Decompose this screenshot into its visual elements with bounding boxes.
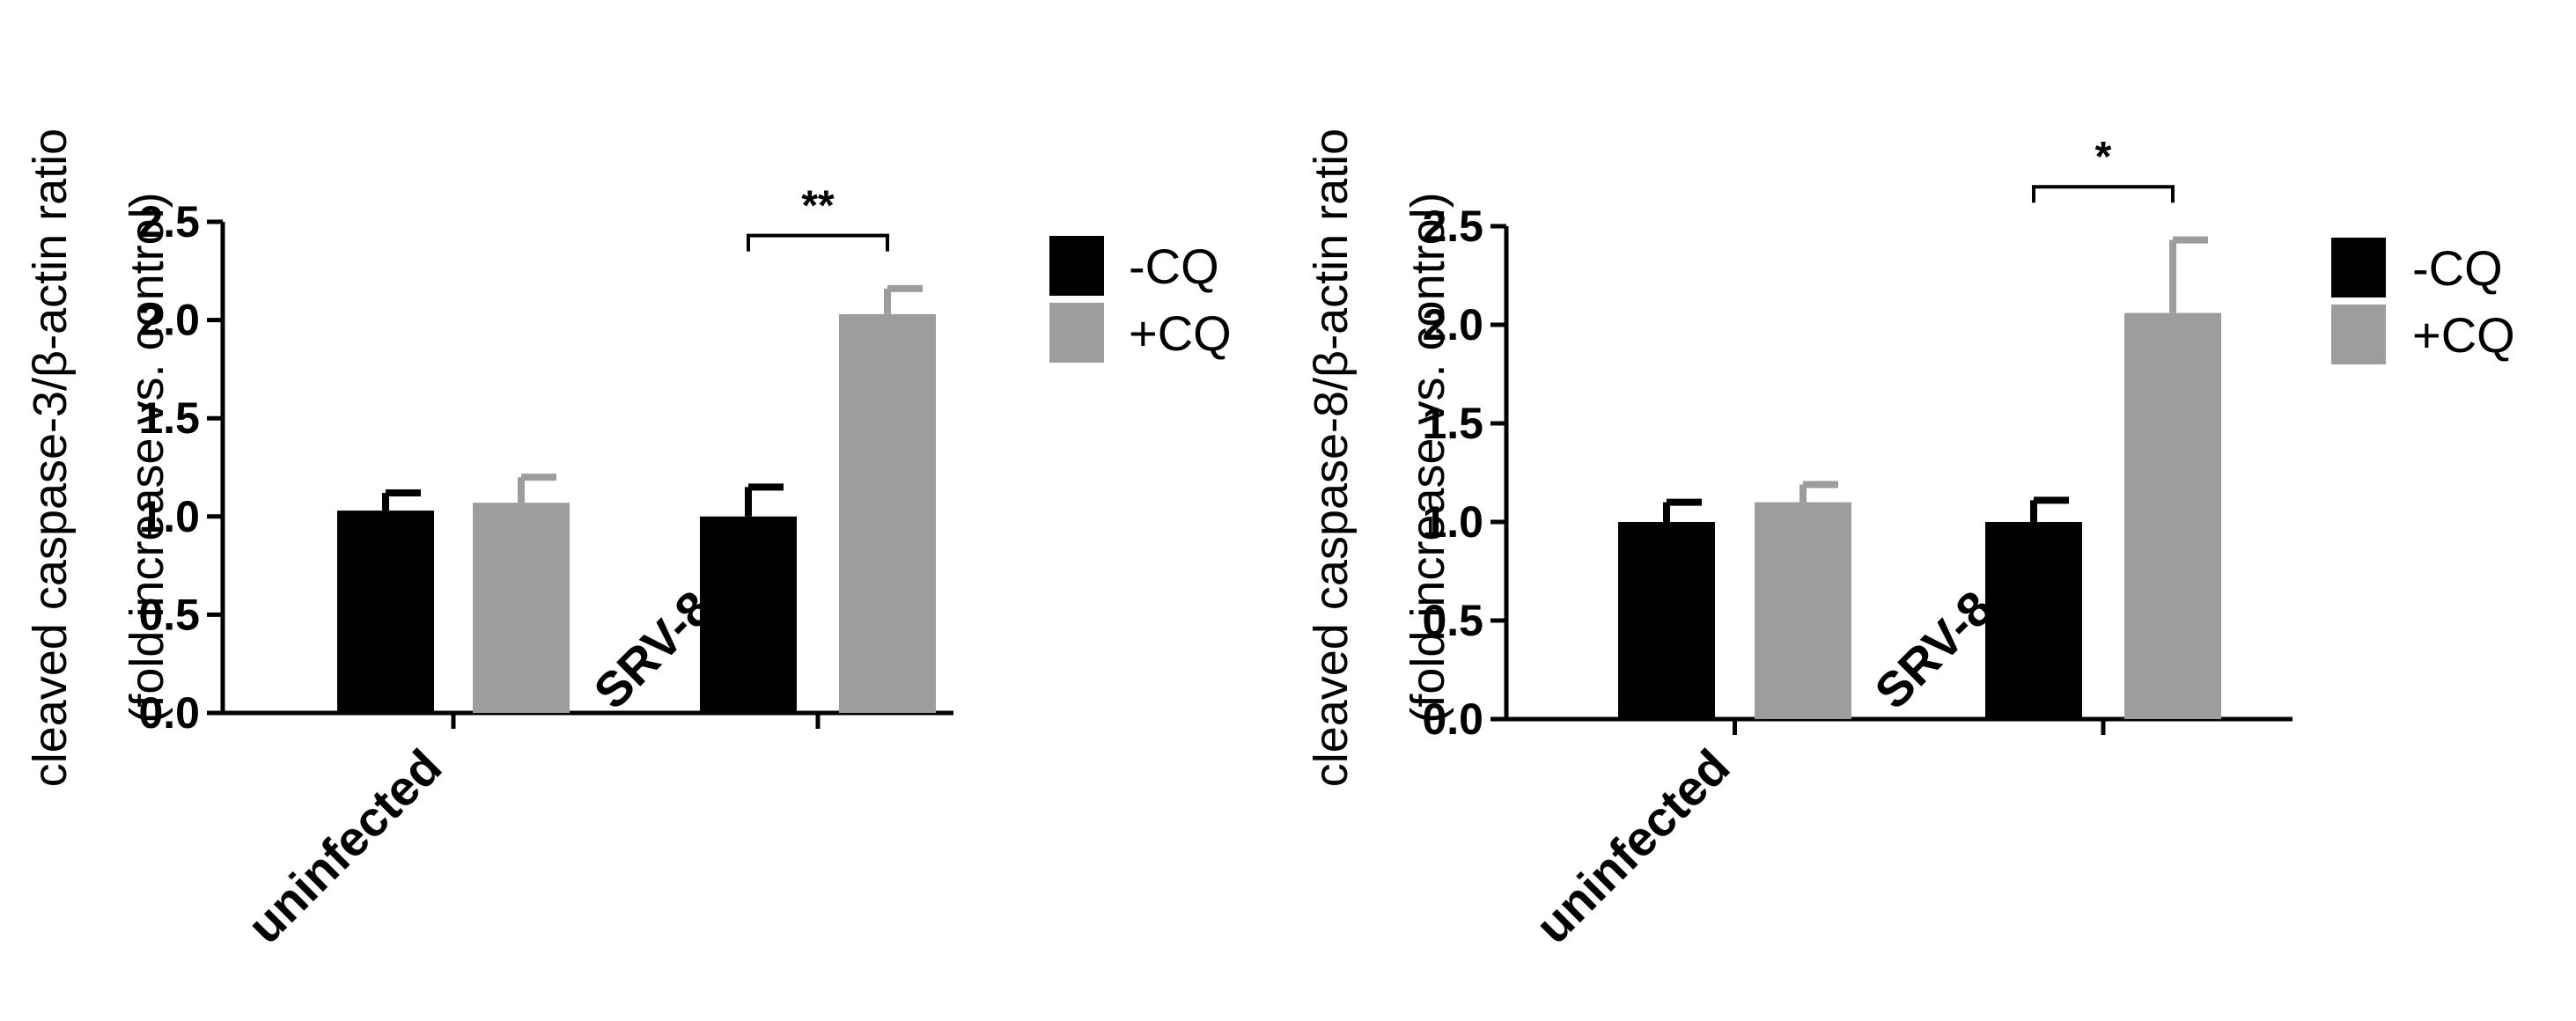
y-axis-title: cleaved caspase-8/β-actin ratio (1305, 129, 1358, 787)
bar-plus-cq-uninfected (1755, 502, 1851, 719)
legend-label: +CQ (2412, 307, 2515, 363)
significance-label: * (2095, 134, 2112, 180)
significance-bracket (2032, 185, 2175, 203)
category-label: uninfected (1525, 738, 1741, 954)
y-tick-label: 1.5 (1422, 399, 1483, 448)
y-tick-label: 1.0 (138, 492, 200, 541)
significance-label: ** (801, 183, 835, 230)
legend-swatch (1049, 236, 1104, 296)
legend-label: +CQ (1129, 305, 1232, 361)
bar-plus-cq-srv8 (839, 313, 936, 713)
y-axis-title: (fold increase vs. control) (1402, 192, 1454, 723)
y-tick-label: 1.5 (138, 393, 200, 443)
y-tick-label: 2.5 (1422, 202, 1483, 251)
bar-plus-cq-srv8 (2124, 312, 2221, 719)
y-axis-title: (fold increase vs. control) (121, 192, 173, 723)
bar-minus-cq-uninfected (337, 510, 434, 713)
legend-swatch (2331, 238, 2386, 297)
y-axis-title: cleaved caspase-3/β-actin ratio (24, 129, 77, 787)
legend-swatch (1049, 303, 1104, 363)
chart-panel-caspase-8: 0.0 0.5 1.0 1.5 2.0 2.5 * uninfected SRV-8 cleave… (1305, 129, 2515, 954)
y-tick-label: 1.0 (1422, 497, 1483, 547)
y-tick-label: 0.0 (138, 688, 200, 738)
category-label: uninfected (237, 738, 453, 954)
y-tick-label: 0.5 (138, 590, 200, 639)
y-tick-label: 2.0 (138, 296, 200, 345)
bar-minus-cq-uninfected (1618, 522, 1715, 719)
y-tick-label: 2.0 (1422, 300, 1483, 349)
y-tick-label: 0.0 (1422, 694, 1483, 744)
significance-bracket (747, 233, 889, 252)
y-tick-label: 0.5 (1422, 596, 1483, 645)
bar-minus-cq-srv8 (700, 516, 797, 713)
category-label: SRV-8 (1864, 580, 2003, 719)
legend-label: -CQ (2412, 240, 2503, 296)
y-tick-label: 2.5 (138, 197, 200, 246)
legend-label: -CQ (1129, 239, 1219, 294)
chart-panel-caspase-3: 0.00.51.01.52.02.5 **uninfectedSRV-8cleav… (24, 129, 1232, 954)
bar-plus-cq-uninfected (473, 503, 570, 713)
legend-swatch (2331, 305, 2386, 364)
bar-minus-cq-srv8 (1985, 522, 2082, 719)
